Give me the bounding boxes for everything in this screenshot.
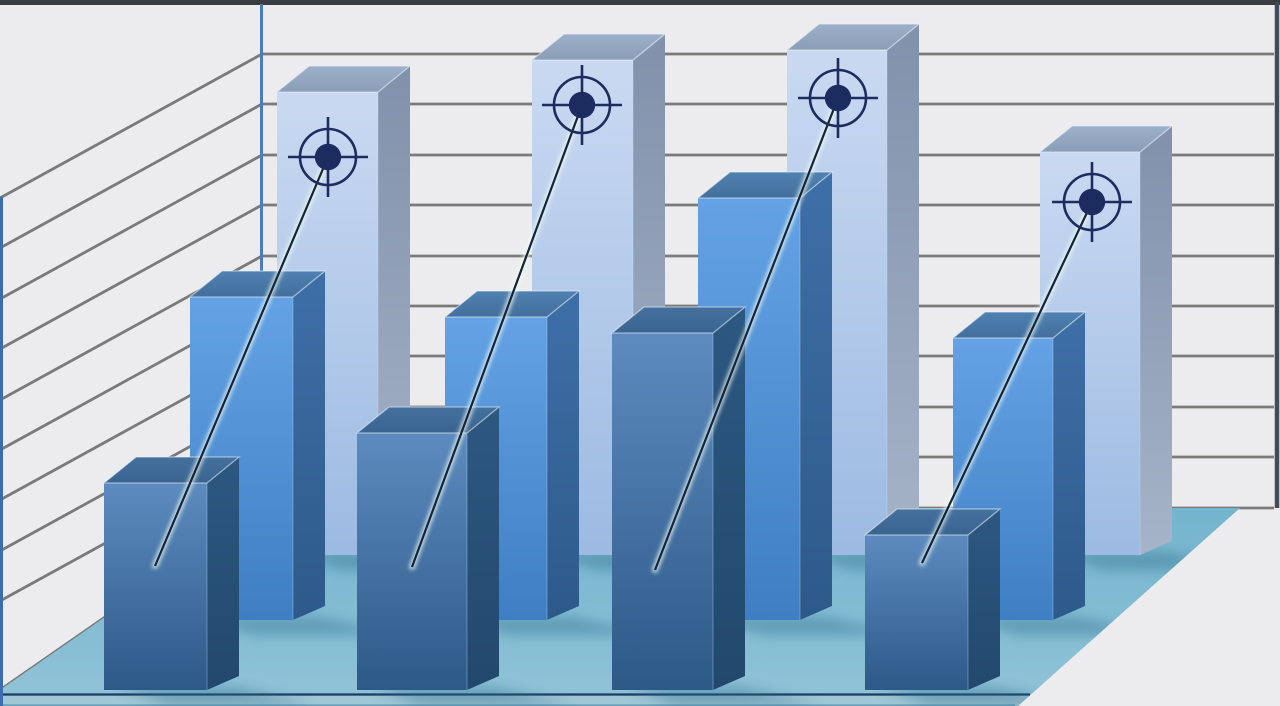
bar-top-face [696,171,834,199]
bar-front-face [104,483,207,690]
bar-side-face [800,172,832,620]
bar-top-face [1038,125,1174,153]
pointer-line [153,156,330,567]
crosshair-target-icon [1052,162,1132,242]
target-group4 [919,162,1132,566]
bar-top-face [951,311,1087,339]
pointer-line [653,97,840,571]
bar-front-group3 [610,306,747,690]
bar-side-face [467,407,499,690]
target-group3 [652,58,878,573]
bar-top-face [530,33,667,61]
gridline-diagonal [0,102,262,250]
bar-front-group1 [102,456,241,690]
target-group1 [152,117,368,569]
bar-shadow [369,687,575,705]
bar-top-face [275,65,412,93]
bar-shadow [202,617,401,635]
bar-shadow [116,687,315,705]
bar-side-face [968,509,1000,690]
bar-shadow [624,687,821,705]
bar-side-face [1053,312,1085,620]
bar-side-face [547,291,579,620]
bar-side-face [713,307,745,690]
bar-top-face [610,306,747,334]
gridline-diagonal [0,203,262,351]
gridline-diagonal [0,153,262,301]
bar-top-face [102,456,241,484]
crosshair-target-icon [288,117,368,197]
bar-shadow [457,617,655,635]
bar-side-face [1140,126,1172,555]
crosshair-target-icon [798,58,878,138]
target-group2 [409,65,622,570]
crosshair-target-icon [542,65,622,145]
bar-back-group3 [785,23,921,555]
bar-shadow [710,617,908,635]
bar-side-face [293,271,325,620]
bar-side-face [207,457,239,690]
bar-top-face [188,270,327,298]
bar-front-group2 [355,406,501,690]
bar-front-face [612,333,713,690]
bar-top-face [785,23,921,51]
bar-front-group4 [863,508,1002,690]
pointer-line [410,104,584,568]
pointer-line [921,201,1093,564]
bar-top-face [443,290,581,318]
bar-side-face [887,24,919,555]
gridline-diagonal [0,52,262,200]
bar-front-face [865,535,968,690]
